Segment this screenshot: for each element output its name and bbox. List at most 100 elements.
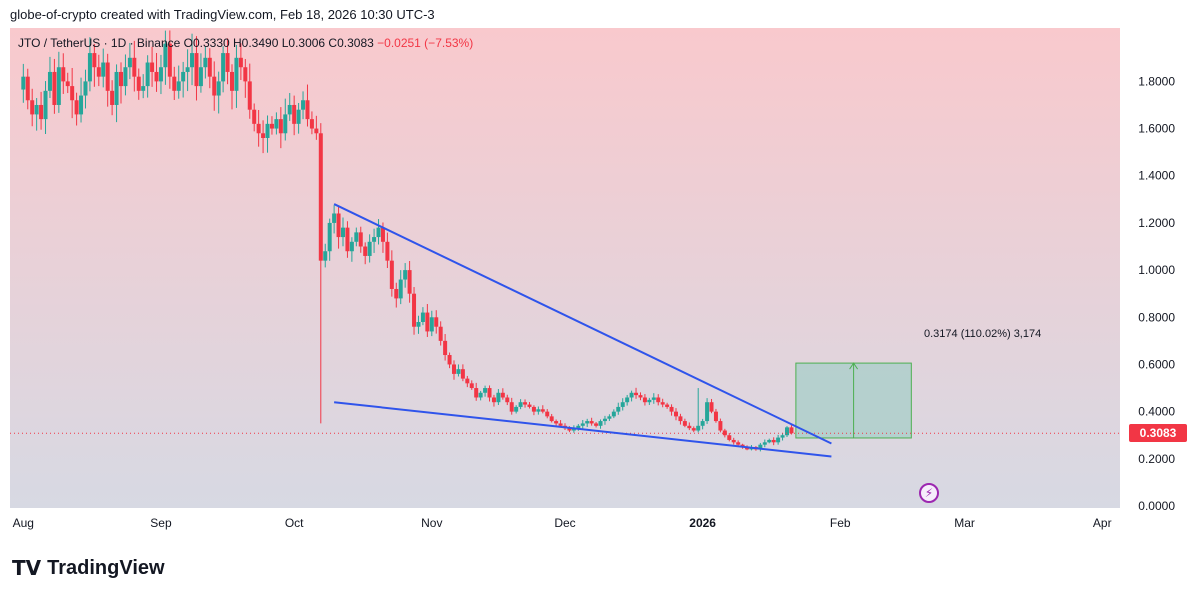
candle-body xyxy=(363,246,368,256)
candle-body xyxy=(705,402,710,422)
candle-body xyxy=(376,227,381,238)
candle-body xyxy=(127,57,132,68)
candle-body xyxy=(709,402,714,412)
candle-body xyxy=(452,364,456,374)
candle-body xyxy=(722,430,727,436)
y-tick-label: 1.2000 xyxy=(1138,216,1175,230)
x-axis[interactable]: Aug Sep Oct Nov Dec 2026 Feb Mar Apr xyxy=(13,516,1112,530)
symbol-legend[interactable]: JTO / TetherUS · 1D · Binance O0.3330 H0… xyxy=(18,36,473,50)
candle-body xyxy=(336,213,341,238)
candle-body xyxy=(203,57,208,68)
x-tick-label: Apr xyxy=(1093,516,1112,530)
candle-body xyxy=(79,95,84,115)
candle-body xyxy=(483,388,488,393)
candle-body xyxy=(407,270,412,294)
candle-body xyxy=(314,128,319,134)
price-chart[interactable]: 1.8000 1.6000 1.4000 1.2000 1.0000 0.8000 0.60… xyxy=(10,28,1190,538)
candle-body xyxy=(65,81,70,87)
candles xyxy=(10,30,1120,452)
candle-body xyxy=(687,425,692,429)
candle-body xyxy=(642,397,647,403)
candle-body xyxy=(611,411,616,417)
candle-body xyxy=(434,317,439,327)
y-tick-label: 0.2000 xyxy=(1138,452,1175,466)
candle-body xyxy=(678,416,683,422)
candle-body xyxy=(403,270,408,280)
candle-body xyxy=(412,293,417,327)
candle-body xyxy=(523,402,528,405)
candle-body xyxy=(576,425,581,429)
candle-body xyxy=(620,402,625,407)
candle-body xyxy=(221,53,226,82)
candle-body xyxy=(345,227,350,252)
candle-body xyxy=(230,71,234,91)
y-tick-label: 1.8000 xyxy=(1138,74,1175,88)
chart-area[interactable]: 1.8000 1.6000 1.4000 1.2000 1.0000 0.8000 0.60… xyxy=(10,28,1190,538)
candle-body xyxy=(105,62,110,91)
trendline[interactable] xyxy=(334,401,832,458)
plot-background xyxy=(10,28,1120,508)
candle-body xyxy=(261,133,266,138)
candle-body xyxy=(47,71,52,91)
trendline[interactable] xyxy=(333,203,832,445)
candle-body xyxy=(158,67,163,82)
candle-body xyxy=(52,71,57,105)
candle-body xyxy=(713,411,718,422)
candle-body xyxy=(580,423,585,426)
candle-body xyxy=(167,43,172,77)
candle-body xyxy=(691,428,696,431)
candle-body xyxy=(558,423,563,426)
x-tick-label: Nov xyxy=(421,516,442,530)
candle-body xyxy=(425,312,430,332)
candle-body xyxy=(278,119,283,134)
candle-body xyxy=(301,100,306,110)
candle-body xyxy=(540,409,545,412)
candle-body xyxy=(123,67,128,87)
tradingview-brand[interactable]: 𝗧𝗩 TradingView xyxy=(12,556,165,581)
candle-body xyxy=(265,123,270,138)
candle-body xyxy=(660,402,665,405)
candle-body xyxy=(367,241,372,256)
y-tick-label: 1.0000 xyxy=(1138,263,1175,277)
candle-body xyxy=(629,392,634,398)
measure-arrow-head xyxy=(849,362,859,370)
candle-body xyxy=(474,388,479,398)
candle-body xyxy=(762,442,767,445)
candle-body xyxy=(398,279,403,299)
candle-body xyxy=(674,411,678,417)
candle-body xyxy=(185,67,190,72)
candle-body xyxy=(190,53,195,68)
candle-body xyxy=(30,100,35,115)
y-axis[interactable]: 1.8000 1.6000 1.4000 1.2000 1.0000 0.8000 0.60… xyxy=(1138,74,1175,513)
candle-body xyxy=(727,435,732,440)
x-tick-label: Feb xyxy=(830,516,851,530)
candle-body xyxy=(21,76,26,90)
y-tick-label: 1.4000 xyxy=(1138,169,1175,183)
measure-tool[interactable] xyxy=(795,362,912,439)
candle-body xyxy=(385,241,390,261)
candle-body xyxy=(527,404,532,407)
candle-body xyxy=(669,406,674,412)
candle-body xyxy=(247,81,252,110)
candle-body xyxy=(469,383,474,389)
candle-body xyxy=(176,81,181,91)
lightning-icon[interactable]: ⚡ xyxy=(919,483,939,503)
candle-body xyxy=(771,439,776,443)
candle-body xyxy=(651,397,656,400)
candle-body xyxy=(789,427,794,434)
candle-body xyxy=(465,378,470,384)
candle-body xyxy=(491,397,496,403)
candle-body xyxy=(718,421,723,431)
candle-body xyxy=(456,369,461,374)
candle-body xyxy=(132,57,137,77)
candle-body xyxy=(114,71,119,105)
candle-body xyxy=(238,57,243,68)
candle-body xyxy=(234,57,239,91)
y-tick-label: 0.0000 xyxy=(1138,499,1175,513)
candle-body xyxy=(500,392,505,398)
candle-body xyxy=(163,43,168,68)
candle-body xyxy=(372,237,377,242)
trendlines[interactable] xyxy=(333,203,832,458)
candle-body xyxy=(656,397,661,403)
candle-body xyxy=(119,71,123,87)
